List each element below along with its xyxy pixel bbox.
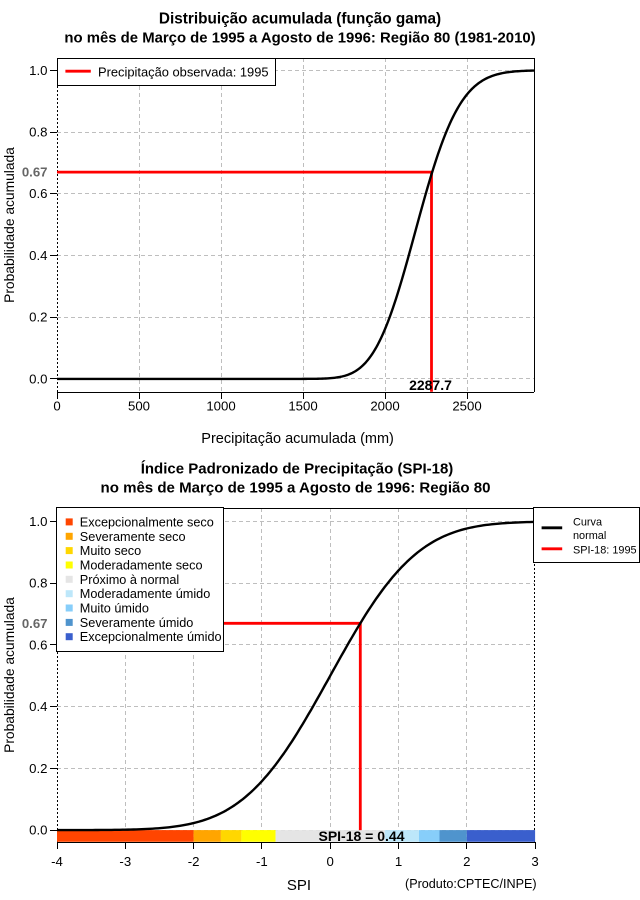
svg-text:Precipitação observada: 1995: Precipitação observada: 1995 — [98, 65, 269, 80]
svg-text:no mês de Março de 1995 a Agos: no mês de Março de 1995 a Agosto de 1996… — [101, 480, 491, 497]
svg-text:Excepcionalmente úmido: Excepcionalmente úmido — [80, 630, 222, 644]
svg-text:-1: -1 — [256, 854, 268, 869]
svg-text:0.4: 0.4 — [29, 699, 47, 714]
svg-text:Severamente seco: Severamente seco — [80, 530, 186, 544]
svg-text:(Produto:CPTEC/INPE): (Produto:CPTEC/INPE) — [405, 877, 537, 891]
svg-text:0.6: 0.6 — [29, 186, 47, 201]
svg-text:Muito úmido: Muito úmido — [80, 602, 149, 616]
svg-text:normal: normal — [573, 530, 606, 542]
svg-text:Distribuição acumulada (função: Distribuição acumulada (função gama) — [159, 11, 441, 28]
svg-text:Muito seco: Muito seco — [80, 544, 141, 558]
svg-text:1000: 1000 — [206, 399, 235, 414]
svg-text:Próximo à normal: Próximo à normal — [80, 573, 179, 587]
svg-text:Índice Padronizado de Precipit: Índice Padronizado de Precipitação (SPI-… — [141, 461, 454, 478]
svg-text:Curva: Curva — [573, 517, 603, 529]
svg-text:0.8: 0.8 — [29, 125, 47, 140]
svg-text:Excepcionalmente seco: Excepcionalmente seco — [80, 515, 214, 529]
svg-text:SPI-18 = 0.44: SPI-18 = 0.44 — [318, 828, 404, 844]
svg-text:0.6: 0.6 — [29, 637, 47, 652]
svg-text:0.67: 0.67 — [22, 616, 48, 631]
svg-text:Probabilidade acumulada: Probabilidade acumulada — [2, 597, 17, 753]
svg-text:2000: 2000 — [370, 399, 399, 414]
svg-text:1.0: 1.0 — [29, 63, 47, 78]
svg-text:no mês de Março de 1995 a Agos: no mês de Março de 1995 a Agosto de 1996… — [64, 31, 535, 47]
svg-text:500: 500 — [128, 399, 150, 414]
svg-text:3: 3 — [531, 854, 538, 869]
svg-text:SPI: SPI — [287, 877, 311, 894]
svg-text:Moderadamente seco: Moderadamente seco — [80, 558, 203, 572]
svg-text:0: 0 — [327, 854, 334, 869]
svg-text:Precipitação acumulada (mm): Precipitação acumulada (mm) — [201, 431, 394, 447]
svg-text:Moderadamente úmido: Moderadamente úmido — [80, 587, 210, 601]
svg-text:0.0: 0.0 — [29, 371, 47, 386]
svg-text:1500: 1500 — [288, 399, 317, 414]
svg-text:SPI-18: 1995: SPI-18: 1995 — [573, 544, 637, 556]
svg-text:2500: 2500 — [452, 399, 481, 414]
svg-text:Probabilidade acumulada: Probabilidade acumulada — [2, 147, 17, 303]
svg-text:-4: -4 — [51, 854, 63, 869]
svg-text:1: 1 — [395, 854, 402, 869]
svg-text:2287.7: 2287.7 — [409, 377, 452, 393]
svg-text:0.8: 0.8 — [29, 576, 47, 591]
svg-text:-2: -2 — [188, 854, 200, 869]
svg-text:0.2: 0.2 — [29, 310, 47, 325]
svg-text:2: 2 — [463, 854, 470, 869]
svg-text:1.0: 1.0 — [29, 514, 47, 529]
svg-text:0.67: 0.67 — [22, 165, 48, 180]
svg-text:0.2: 0.2 — [29, 761, 47, 776]
svg-text:0.4: 0.4 — [29, 248, 47, 263]
svg-text:Severamente úmido: Severamente úmido — [80, 616, 194, 630]
svg-text:0: 0 — [53, 399, 60, 414]
svg-text:-3: -3 — [119, 854, 131, 869]
svg-text:0.0: 0.0 — [29, 823, 47, 838]
